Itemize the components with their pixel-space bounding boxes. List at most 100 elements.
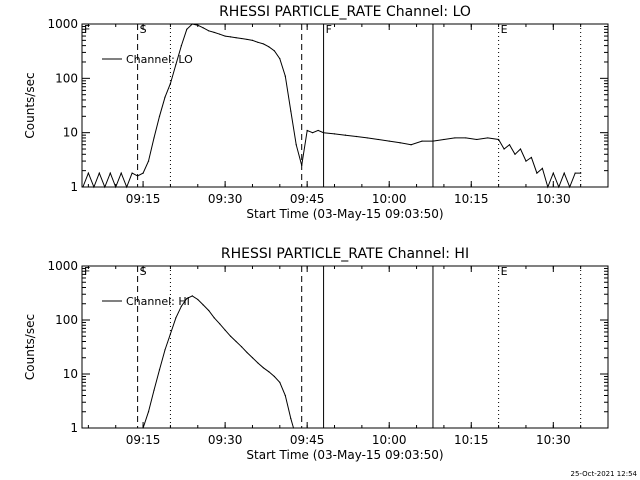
marker-flag-label: S (140, 23, 147, 36)
chart-title: RHESSI PARTICLE_RATE Channel: LO (219, 4, 471, 20)
chart-panel-hi: RHESSI PARTICLE_RATE Channel: HI 09:15 09:… (23, 246, 609, 462)
data-point (169, 333, 172, 335)
chart-title: RHESSI PARTICLE_RATE Channel: HI (221, 246, 469, 262)
data-line-lo (82, 23, 581, 189)
data-point (284, 75, 286, 77)
data-point (273, 375, 275, 378)
data-point (202, 304, 204, 306)
legend-label: Channel: LO (126, 53, 193, 66)
data-point (530, 156, 533, 159)
x-tick-label: 10:15 (454, 192, 489, 206)
marker-flag-label: F (84, 23, 90, 36)
marker-flag-label: F (84, 265, 90, 278)
chart-panel-lo: RHESSI PARTICLE_RATE Channel: LO 09:15 09:… (23, 4, 609, 221)
x-tick-label: 10:15 (454, 433, 489, 447)
x-tick-label: 09:45 (290, 192, 325, 206)
data-point (268, 371, 270, 373)
data-point (186, 28, 188, 30)
data-point (219, 33, 221, 35)
data-point (82, 186, 84, 188)
data-point (344, 134, 347, 136)
y-tick-label: 1 (70, 180, 78, 194)
x-tick-label: 09:45 (290, 433, 325, 447)
data-point (131, 172, 133, 174)
data-point (317, 129, 319, 132)
data-point (158, 369, 161, 371)
y-tick-label: 100 (55, 313, 78, 327)
x-tick-label: 10:00 (372, 192, 407, 206)
data-point (104, 186, 106, 188)
data-point (180, 45, 182, 47)
data-point (164, 96, 166, 98)
data-point (432, 140, 434, 142)
data-point (558, 186, 560, 188)
data-point (301, 164, 303, 166)
data-point (246, 351, 248, 354)
data-point (312, 132, 314, 134)
data-point (262, 43, 265, 45)
data-point (514, 153, 516, 155)
data-point (240, 37, 243, 40)
data-point (295, 144, 297, 146)
timestamp: 25-Oct-2021 12:54 (571, 470, 638, 478)
plot-frame (81, 23, 609, 188)
data-point (525, 160, 527, 162)
data-point (191, 23, 193, 25)
data-point (142, 172, 144, 174)
x-tick-label: 10:30 (536, 192, 571, 206)
data-point (240, 346, 243, 348)
marker-flag-label: E (501, 265, 508, 278)
data-point (98, 172, 100, 174)
x-tick-label: 09:15 (126, 433, 161, 447)
data-point (454, 137, 456, 139)
data-point (164, 349, 166, 351)
data-point (476, 138, 478, 141)
data-point (202, 27, 204, 29)
data-point (246, 38, 248, 41)
data-point (257, 362, 259, 364)
data-point (465, 137, 467, 139)
data-point (257, 41, 259, 43)
data-point (519, 148, 522, 150)
y-tick-label: 1000 (47, 259, 78, 273)
data-point (213, 317, 215, 319)
data-point (208, 309, 210, 312)
data-point (262, 367, 265, 369)
y-tick-label: 100 (55, 71, 78, 85)
data-point (399, 142, 401, 144)
data-point (191, 295, 193, 297)
marker-flag-label: S (140, 265, 147, 278)
data-point (147, 160, 150, 162)
data-point (224, 329, 226, 331)
plot-frame (81, 265, 609, 429)
data-point (142, 427, 144, 429)
data-point (388, 140, 390, 142)
data-point (421, 140, 423, 142)
data-point (508, 144, 511, 146)
data-point (580, 172, 582, 174)
data-point (175, 317, 177, 319)
data-point (235, 340, 237, 343)
data-point (229, 36, 232, 38)
data-point (569, 186, 571, 188)
data-point (498, 138, 500, 141)
data-point (147, 411, 150, 413)
data-point (229, 335, 232, 337)
y-axis-label: Counts/sec (23, 72, 37, 138)
data-point (552, 172, 554, 174)
data-point (137, 175, 139, 177)
data-point (333, 133, 336, 135)
data-point (219, 323, 221, 325)
data-point (153, 389, 155, 391)
data-point (251, 39, 254, 41)
y-tick-label: 10 (63, 126, 78, 140)
data-point (87, 172, 89, 174)
data-point (284, 394, 286, 397)
data-point (443, 138, 445, 141)
data-point (120, 172, 122, 174)
x-tick-label: 10:00 (372, 433, 407, 447)
y-tick-label: 10 (63, 367, 78, 381)
data-point (563, 172, 565, 174)
data-point (541, 167, 543, 169)
